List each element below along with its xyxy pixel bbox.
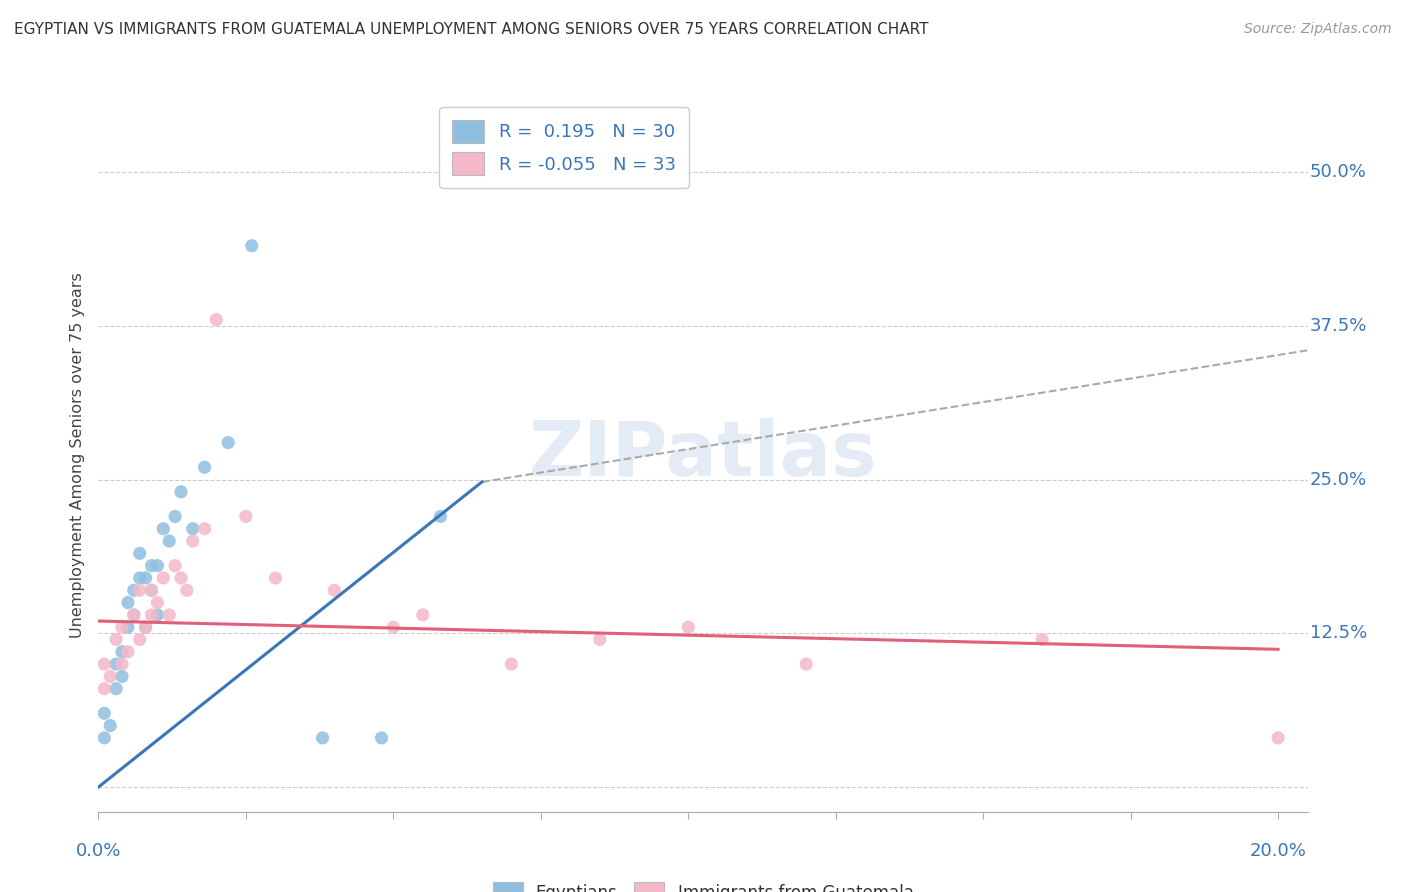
Point xyxy=(205,312,228,326)
Point xyxy=(323,583,346,598)
Point xyxy=(501,657,523,671)
Point xyxy=(1267,731,1289,745)
Point xyxy=(141,607,163,622)
Point xyxy=(98,669,121,683)
Text: 12.5%: 12.5% xyxy=(1310,624,1367,642)
Point xyxy=(135,620,157,634)
Point xyxy=(135,571,157,585)
Point xyxy=(141,583,163,598)
Point xyxy=(146,558,169,573)
Point xyxy=(217,435,239,450)
Point xyxy=(152,522,174,536)
Legend: Egyptians, Immigrants from Guatemala: Egyptians, Immigrants from Guatemala xyxy=(484,873,922,892)
Point xyxy=(157,534,180,549)
Point xyxy=(141,558,163,573)
Point xyxy=(93,657,115,671)
Point xyxy=(93,681,115,696)
Point xyxy=(105,657,128,671)
Point xyxy=(170,484,193,499)
Point xyxy=(128,571,150,585)
Point xyxy=(93,706,115,721)
Point xyxy=(117,596,139,610)
Text: 25.0%: 25.0% xyxy=(1310,470,1367,489)
Point xyxy=(370,731,392,745)
Text: 37.5%: 37.5% xyxy=(1310,317,1368,334)
Point xyxy=(678,620,700,634)
Point xyxy=(157,607,180,622)
Point xyxy=(382,620,405,634)
Point xyxy=(128,583,150,598)
Point xyxy=(794,657,817,671)
Point xyxy=(194,522,217,536)
Point xyxy=(122,607,145,622)
Point xyxy=(194,460,217,475)
Point xyxy=(122,583,145,598)
Text: 50.0%: 50.0% xyxy=(1310,163,1367,181)
Point xyxy=(111,669,134,683)
Point xyxy=(135,620,157,634)
Point xyxy=(111,645,134,659)
Point xyxy=(117,620,139,634)
Point xyxy=(176,583,198,598)
Text: 20.0%: 20.0% xyxy=(1250,842,1306,861)
Text: EGYPTIAN VS IMMIGRANTS FROM GUATEMALA UNEMPLOYMENT AMONG SENIORS OVER 75 YEARS C: EGYPTIAN VS IMMIGRANTS FROM GUATEMALA UN… xyxy=(14,22,928,37)
Point xyxy=(98,718,121,732)
Point xyxy=(117,645,139,659)
Point xyxy=(111,657,134,671)
Text: Source: ZipAtlas.com: Source: ZipAtlas.com xyxy=(1244,22,1392,37)
Point xyxy=(589,632,612,647)
Point xyxy=(170,571,193,585)
Point xyxy=(105,681,128,696)
Point xyxy=(311,731,333,745)
Point xyxy=(128,632,150,647)
Point xyxy=(111,620,134,634)
Text: ZIPatlas: ZIPatlas xyxy=(529,418,877,491)
Point xyxy=(240,239,263,253)
Point xyxy=(146,596,169,610)
Point xyxy=(181,522,204,536)
Point xyxy=(105,632,128,647)
Y-axis label: Unemployment Among Seniors over 75 years: Unemployment Among Seniors over 75 years xyxy=(70,272,86,638)
Point xyxy=(1031,632,1053,647)
Point xyxy=(146,607,169,622)
Text: 0.0%: 0.0% xyxy=(76,842,121,861)
Point xyxy=(181,534,204,549)
Point xyxy=(165,509,187,524)
Point xyxy=(264,571,287,585)
Point xyxy=(128,546,150,560)
Point xyxy=(235,509,257,524)
Point xyxy=(152,571,174,585)
Point xyxy=(122,607,145,622)
Point xyxy=(141,583,163,598)
Point xyxy=(165,558,187,573)
Point xyxy=(93,731,115,745)
Point xyxy=(412,607,434,622)
Point xyxy=(429,509,451,524)
